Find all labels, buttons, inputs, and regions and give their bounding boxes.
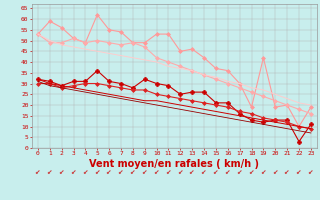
Text: ←: ← <box>165 167 172 175</box>
Text: ←: ← <box>82 167 89 175</box>
Text: ←: ← <box>129 167 137 175</box>
Text: ←: ← <box>106 167 113 175</box>
Text: ←: ← <box>284 167 291 175</box>
Text: ←: ← <box>153 167 160 175</box>
Text: ←: ← <box>295 167 303 175</box>
Text: ←: ← <box>177 167 184 175</box>
Text: ←: ← <box>188 167 196 175</box>
Text: ←: ← <box>58 167 65 175</box>
Text: ←: ← <box>200 167 208 175</box>
Text: ←: ← <box>117 167 124 175</box>
Text: ←: ← <box>272 167 279 175</box>
Text: ←: ← <box>248 167 255 175</box>
X-axis label: Vent moyen/en rafales ( km/h ): Vent moyen/en rafales ( km/h ) <box>89 159 260 169</box>
Text: ←: ← <box>212 167 220 175</box>
Text: ←: ← <box>94 167 101 175</box>
Text: ←: ← <box>70 167 77 175</box>
Text: ←: ← <box>224 167 231 175</box>
Text: ←: ← <box>34 167 42 175</box>
Text: ←: ← <box>260 167 267 175</box>
Text: ←: ← <box>236 167 243 175</box>
Text: ←: ← <box>307 167 315 175</box>
Text: ←: ← <box>46 167 53 175</box>
Text: ←: ← <box>141 167 148 175</box>
